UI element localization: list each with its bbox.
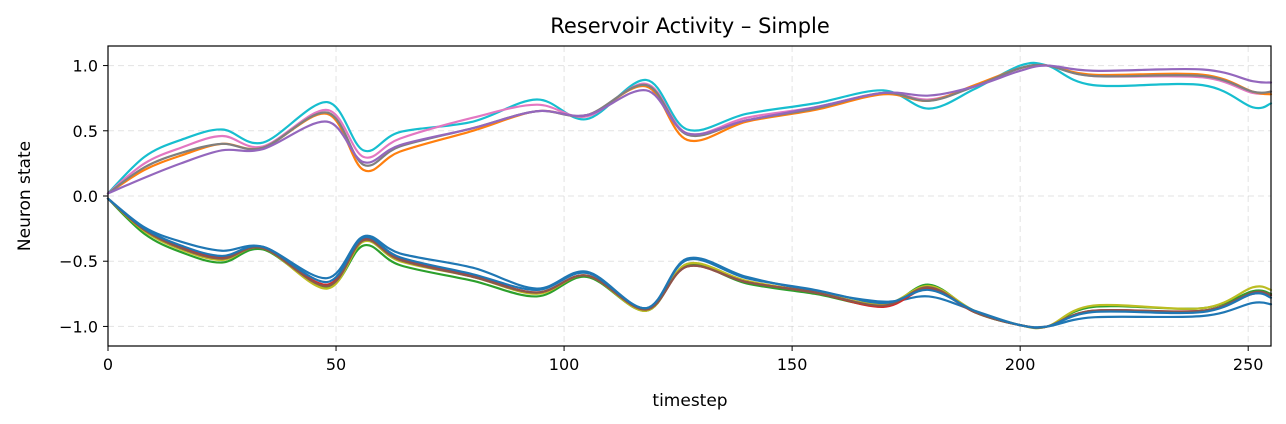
x-tick-label-5: 250: [1233, 355, 1264, 374]
series-line-10: [106, 197, 1273, 329]
x-axis-ticks: 0 50 100 150 200 250: [103, 346, 1264, 374]
x-tick-label-4: 200: [1005, 355, 1036, 374]
x-tick-label-3: 150: [777, 355, 808, 374]
grid-lines: [107, 46, 1271, 346]
series-line-0: [106, 61, 1273, 195]
x-tick-label-2: 100: [549, 355, 580, 374]
series-line-7: [106, 197, 1273, 330]
series-line-4: [106, 64, 1273, 195]
y-axis-title: Neuron state: [15, 141, 35, 251]
y-axis-ticks: −1.0 −0.5 0.0 0.5 1.0: [59, 57, 108, 336]
y-tick-label-0: −1.0: [59, 317, 98, 336]
chart-title: Reservoir Activity – Simple: [550, 14, 830, 38]
y-tick-label-1: −0.5: [59, 252, 98, 271]
y-tick-label-2: 0.0: [73, 187, 98, 206]
x-tick-label-1: 50: [326, 355, 346, 374]
x-tick-label-0: 0: [103, 355, 113, 374]
series-lines: [106, 61, 1273, 330]
x-axis-title: timestep: [652, 391, 727, 411]
y-tick-label-4: 1.0: [73, 57, 98, 76]
y-tick-label-3: 0.5: [73, 122, 98, 141]
